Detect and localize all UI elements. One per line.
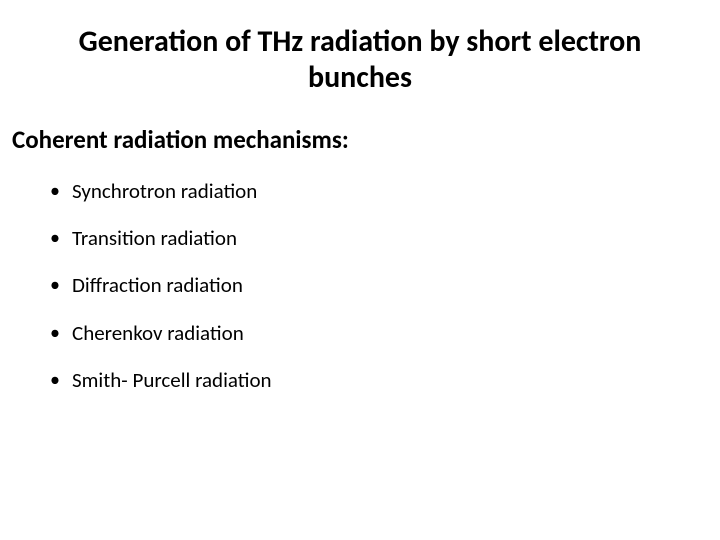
list-item: Synchrotron radiation	[50, 179, 710, 204]
slide-title: Generation of THz radiation by short ele…	[50, 24, 670, 96]
bullet-list: Synchrotron radiation Transition radiati…	[10, 179, 710, 393]
slide: Generation of THz radiation by short ele…	[0, 0, 720, 540]
list-item-text: Cherenkov radiation	[72, 320, 244, 346]
slide-subtitle: Coherent radiation mechanisms:	[12, 124, 710, 155]
list-item: Diffraction radiation	[50, 273, 710, 298]
list-item: Transition radiation	[50, 226, 710, 251]
list-item: Cherenkov radiation	[50, 321, 710, 346]
list-item-text: Diffraction radiation	[72, 272, 243, 298]
list-item-text: Smith- Purcell radiation	[72, 367, 272, 393]
list-item-text: Synchrotron radiation	[72, 178, 257, 204]
list-item: Smith- Purcell radiation	[50, 368, 710, 393]
list-item-text: Transition radiation	[72, 225, 237, 251]
